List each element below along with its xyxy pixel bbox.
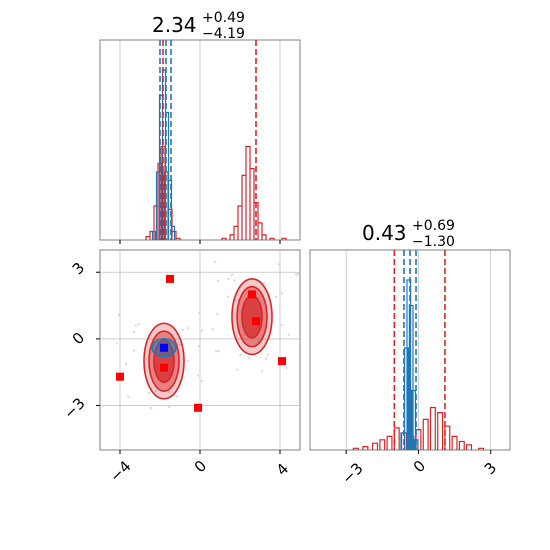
- sample-point: [197, 344, 201, 348]
- red-square-marker: [194, 403, 202, 412]
- blue-histogram: [151, 69, 176, 240]
- x-tick-label: −4: [106, 457, 134, 485]
- sample-point: [214, 350, 218, 353]
- y-tick-label: 0: [69, 329, 88, 348]
- sample-point: [287, 333, 291, 337]
- sample-point: [285, 366, 288, 370]
- sample-point: [264, 357, 268, 360]
- sample-point: [200, 329, 204, 332]
- title-bottom-right-upper: +0.69: [412, 218, 455, 234]
- sample-point: [127, 395, 130, 398]
- sample-point: [181, 328, 184, 332]
- sample-point: [150, 406, 153, 410]
- red-square-marker: [278, 357, 286, 366]
- red-histogram: [352, 406, 485, 450]
- sample-point: [216, 312, 219, 315]
- sample-point: [196, 374, 200, 377]
- title-bottom-right-value: 0.43: [362, 221, 407, 245]
- sample-point: [175, 395, 179, 398]
- sample-point: [226, 295, 230, 298]
- sample-point: [230, 273, 234, 276]
- red-square-marker: [116, 372, 124, 381]
- title-top-left-lower: −4.19: [202, 26, 245, 42]
- sample-point: [124, 362, 128, 366]
- sample-point: [147, 391, 151, 395]
- sample-point: [239, 353, 242, 357]
- red-square-marker: [160, 363, 168, 372]
- chart-marks: [96, 40, 492, 454]
- sample-point: [216, 279, 220, 283]
- sample-point: [248, 356, 251, 360]
- x-tick-label: −3: [338, 459, 366, 487]
- sample-point: [295, 273, 298, 276]
- sample-point: [262, 281, 265, 285]
- sample-point: [167, 405, 171, 409]
- sample-point: [167, 391, 171, 394]
- sample-point: [256, 340, 260, 343]
- x-tick-label: 0: [410, 457, 429, 476]
- sample-point: [217, 349, 220, 353]
- sample-point: [280, 292, 284, 295]
- red-square-marker: [252, 317, 260, 326]
- sample-point: [211, 328, 214, 331]
- sample-point: [280, 323, 283, 327]
- sample-point: [198, 311, 201, 315]
- sample-point: [186, 359, 190, 363]
- sample-point: [236, 368, 239, 371]
- sample-point: [214, 260, 217, 264]
- sample-point: [134, 324, 138, 327]
- sample-point: [116, 342, 119, 345]
- sample-point: [274, 295, 278, 299]
- sample-point: [260, 369, 264, 373]
- y-tick-label: −3: [60, 394, 88, 422]
- sample-point: [132, 330, 136, 334]
- blue-histogram: [400, 279, 419, 450]
- sample-point: [132, 349, 136, 352]
- sample-point: [117, 313, 120, 316]
- sample-point: [227, 277, 230, 281]
- red-square-marker: [166, 274, 174, 283]
- sample-point: [178, 343, 182, 347]
- red-square-marker: [248, 290, 256, 299]
- sample-point: [137, 322, 140, 326]
- x-tick-label: 3: [481, 459, 500, 478]
- sample-point: [266, 353, 270, 356]
- sample-point: [277, 263, 280, 266]
- x-tick-label: 4: [273, 460, 292, 479]
- sample-point: [186, 327, 190, 330]
- title-bottom-right-lower: −1.30: [412, 234, 455, 250]
- sample-point: [233, 279, 236, 282]
- sample-point: [296, 272, 300, 275]
- y-tick-label: 3: [69, 259, 88, 278]
- red-contour-2-level-3: [241, 294, 263, 339]
- sample-point: [154, 389, 158, 393]
- title-top-left-upper: +0.49: [202, 10, 245, 26]
- sample-point: [200, 379, 203, 383]
- blue-marker: [160, 343, 168, 352]
- x-tick-label: 0: [191, 457, 210, 476]
- title-top-left-value: 2.34: [152, 13, 197, 37]
- sample-point: [242, 333, 246, 336]
